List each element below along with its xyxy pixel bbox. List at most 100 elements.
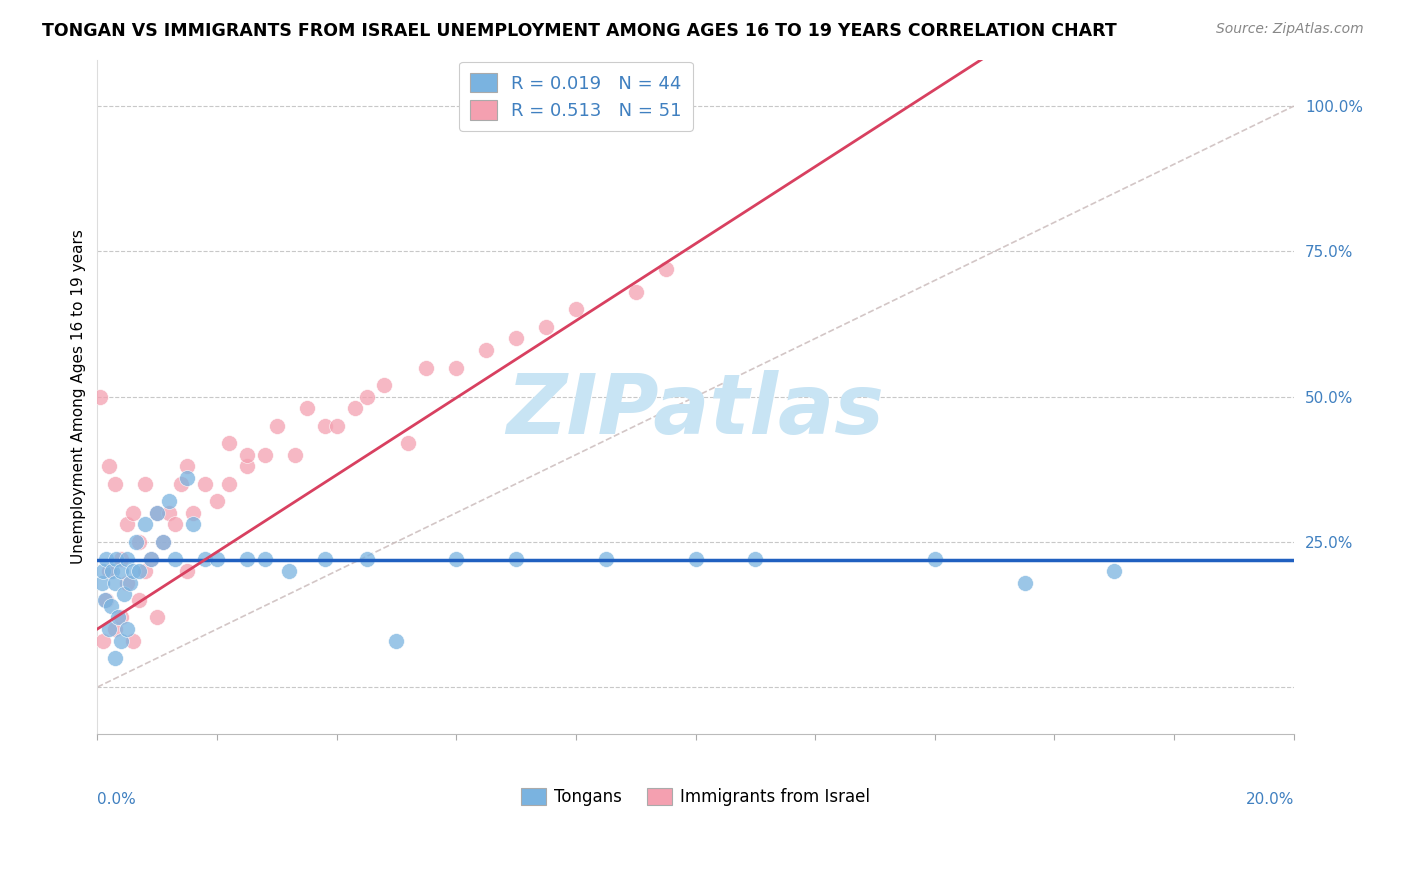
Point xyxy=(98,564,121,578)
Point xyxy=(253,448,276,462)
Point xyxy=(112,587,135,601)
Point xyxy=(236,552,259,566)
Point xyxy=(125,534,148,549)
Point xyxy=(105,552,128,566)
Point xyxy=(685,552,707,566)
Point xyxy=(110,564,132,578)
Point xyxy=(91,575,114,590)
Point xyxy=(98,622,121,636)
Text: 0.0%: 0.0% xyxy=(97,792,136,806)
Legend: Tongans, Immigrants from Israel: Tongans, Immigrants from Israel xyxy=(515,781,877,813)
Point xyxy=(98,459,121,474)
Text: Source: ZipAtlas.com: Source: ZipAtlas.com xyxy=(1216,22,1364,37)
Point xyxy=(122,506,145,520)
Point xyxy=(157,506,180,520)
Point xyxy=(277,564,299,578)
Point xyxy=(218,436,240,450)
Point xyxy=(236,459,259,474)
Point xyxy=(93,593,115,607)
Point xyxy=(194,476,217,491)
Point xyxy=(152,534,174,549)
Point xyxy=(505,552,527,566)
Point xyxy=(104,622,127,636)
Point xyxy=(120,575,142,590)
Point xyxy=(96,593,118,607)
Point xyxy=(141,552,163,566)
Point xyxy=(122,633,145,648)
Point xyxy=(146,610,169,624)
Point xyxy=(134,564,156,578)
Point xyxy=(284,448,307,462)
Point xyxy=(181,506,204,520)
Point xyxy=(134,517,156,532)
Point xyxy=(104,476,127,491)
Point xyxy=(924,552,946,566)
Point xyxy=(146,506,169,520)
Point xyxy=(152,534,174,549)
Point xyxy=(505,331,527,345)
Point xyxy=(205,494,228,508)
Point xyxy=(253,552,276,566)
Point xyxy=(141,552,163,566)
Point xyxy=(266,418,288,433)
Text: ZIPatlas: ZIPatlas xyxy=(506,369,884,450)
Point xyxy=(146,506,169,520)
Point xyxy=(624,285,647,299)
Point xyxy=(236,448,259,462)
Point xyxy=(1014,575,1036,590)
Point xyxy=(96,552,118,566)
Point xyxy=(654,261,676,276)
Point xyxy=(356,390,378,404)
Point xyxy=(314,418,336,433)
Point xyxy=(104,575,127,590)
Point xyxy=(356,552,378,566)
Point xyxy=(128,534,150,549)
Point xyxy=(134,476,156,491)
Point xyxy=(475,343,498,358)
Point xyxy=(295,401,318,416)
Point xyxy=(89,390,111,404)
Point xyxy=(100,599,122,613)
Point xyxy=(117,517,139,532)
Point xyxy=(373,378,395,392)
Point xyxy=(343,401,366,416)
Point xyxy=(122,564,145,578)
Point xyxy=(396,436,419,450)
Point xyxy=(595,552,617,566)
Point xyxy=(110,633,132,648)
Point xyxy=(101,564,124,578)
Y-axis label: Unemployment Among Ages 16 to 19 years: Unemployment Among Ages 16 to 19 years xyxy=(72,229,86,564)
Point xyxy=(157,494,180,508)
Text: TONGAN VS IMMIGRANTS FROM ISRAEL UNEMPLOYMENT AMONG AGES 16 TO 19 YEARS CORRELAT: TONGAN VS IMMIGRANTS FROM ISRAEL UNEMPLO… xyxy=(42,22,1116,40)
Point xyxy=(110,610,132,624)
Point xyxy=(117,552,139,566)
Point xyxy=(194,552,217,566)
Point xyxy=(176,564,198,578)
Point xyxy=(128,593,150,607)
Point xyxy=(565,302,588,317)
Point xyxy=(446,552,468,566)
Point xyxy=(104,651,127,665)
Point xyxy=(170,476,193,491)
Point xyxy=(128,564,150,578)
Point xyxy=(446,360,468,375)
Text: 20.0%: 20.0% xyxy=(1246,792,1294,806)
Point xyxy=(91,633,114,648)
Point xyxy=(181,517,204,532)
Point xyxy=(110,552,132,566)
Point xyxy=(107,610,129,624)
Point xyxy=(534,319,557,334)
Point xyxy=(385,633,408,648)
Point xyxy=(91,564,114,578)
Point xyxy=(415,360,437,375)
Point xyxy=(176,459,198,474)
Point xyxy=(218,476,240,491)
Point xyxy=(165,552,187,566)
Point xyxy=(117,575,139,590)
Point xyxy=(205,552,228,566)
Point xyxy=(744,552,766,566)
Point xyxy=(1104,564,1126,578)
Point xyxy=(165,517,187,532)
Point xyxy=(314,552,336,566)
Point xyxy=(117,622,139,636)
